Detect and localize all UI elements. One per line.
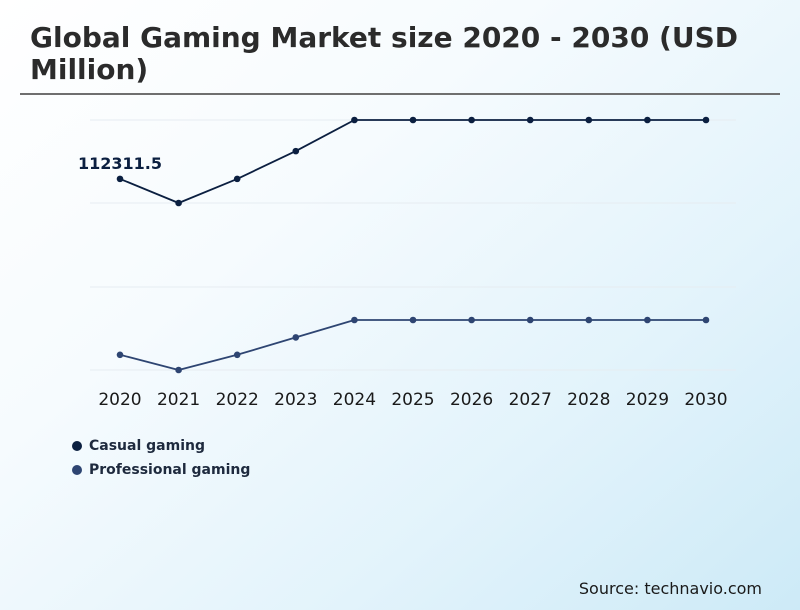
series-casual-gaming [116, 116, 710, 207]
x-tick-label: 2026 [450, 390, 493, 410]
gridlines [90, 119, 736, 371]
x-tick-label: 2024 [333, 390, 376, 410]
data-point-2028 [585, 316, 593, 324]
x-tick-label: 2025 [391, 390, 434, 410]
x-tick-label: 2020 [98, 390, 141, 410]
data-point-2026 [468, 116, 475, 124]
legend: Casual gaming Professional gaming [72, 434, 250, 482]
data-point-2030 [702, 116, 710, 124]
data-point-2023 [292, 147, 300, 155]
data-point-2023 [292, 334, 300, 341]
data-point-2029 [644, 116, 651, 124]
data-point-2022 [233, 175, 241, 183]
annotation-group: 112311.5 [78, 154, 162, 173]
data-point-2027 [526, 116, 534, 124]
data-point-2028 [585, 116, 593, 124]
series-professional-gaming [116, 316, 710, 374]
source-note: Source: technavio.com [578, 579, 762, 598]
chart-title: Global Gaming Market size 2020 - 2030 (U… [30, 21, 738, 86]
legend-swatch [72, 465, 82, 475]
x-tick-label: 2022 [216, 390, 259, 410]
x-tick-label: 2027 [509, 390, 552, 410]
data-point-2021 [175, 366, 182, 374]
data-point-2026 [468, 316, 475, 324]
x-tick-label: 2029 [626, 390, 669, 410]
data-point-2021 [175, 199, 182, 207]
series-line [119, 119, 706, 204]
data-point-2024 [351, 116, 358, 124]
data-point-2030 [702, 316, 710, 324]
legend-label: Casual gaming [89, 438, 205, 454]
series-group [116, 116, 710, 374]
data-point-2022 [233, 351, 241, 359]
data-point-2020 [116, 175, 124, 183]
legend-item: Casual gaming [72, 434, 250, 458]
data-label: 112311.5 [78, 154, 162, 173]
x-tick-label: 2021 [157, 390, 200, 410]
x-tick-label: 2028 [567, 390, 610, 410]
x-tick-label: 2023 [274, 390, 317, 410]
series-line [119, 319, 706, 371]
title-divider [20, 93, 780, 95]
data-point-2024 [351, 316, 358, 324]
data-point-2027 [526, 316, 534, 324]
legend-swatch [72, 441, 82, 451]
data-point-2029 [644, 316, 651, 324]
legend-label: Professional gaming [89, 462, 251, 478]
x-tick-label: 2030 [684, 390, 727, 410]
x-axis: 2020 2021 2022 2023 2024 2025 2026 2027 2028 2029… [98, 390, 727, 410]
data-point-2020 [116, 351, 124, 359]
data-point-2025 [409, 316, 417, 324]
legend-item: Professional gaming [72, 458, 250, 482]
data-point-2025 [409, 116, 417, 124]
